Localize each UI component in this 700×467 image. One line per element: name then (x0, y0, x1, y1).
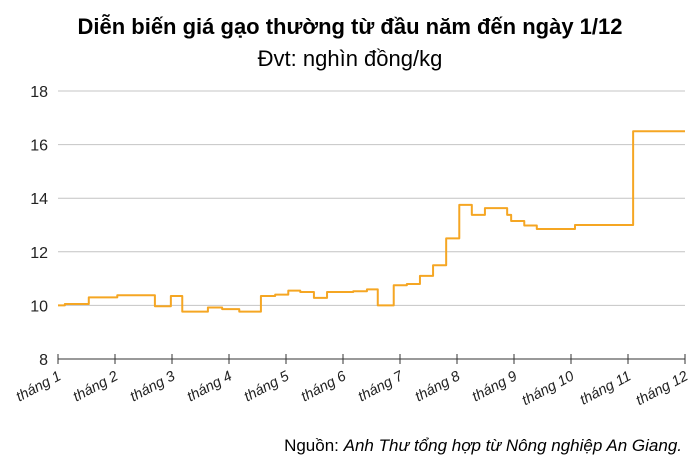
y-tick-label: 16 (30, 138, 48, 155)
y-tick-label: 18 (30, 84, 48, 101)
y-tick-label: 10 (30, 298, 48, 315)
x-tick-label: tháng 1 (14, 368, 64, 405)
x-tick-label: tháng 8 (413, 368, 463, 405)
source-text: Anh Thư tổng hợp từ Nông nghiệp An Giang… (343, 436, 682, 455)
x-tick-label: tháng 7 (356, 368, 407, 405)
x-tick-label: tháng 12 (634, 368, 691, 409)
x-tick-label: tháng 9 (470, 368, 520, 405)
x-tick-label: tháng 11 (577, 368, 633, 408)
y-tick-label: 14 (30, 191, 48, 208)
x-tick-label: tháng 3 (128, 368, 178, 405)
x-tick-label: tháng 5 (242, 368, 293, 405)
chart-title: Diễn biến giá gạo thường từ đầu năm đến … (77, 14, 623, 39)
x-tick-label: tháng 4 (185, 368, 235, 405)
source-note: Nguồn: Anh Thư tổng hợp từ Nông nghiệp A… (284, 436, 682, 456)
price-series-line (58, 130, 685, 313)
y-tick-label: 12 (30, 245, 48, 262)
x-tick-label: tháng 2 (71, 368, 121, 405)
x-tick-label: tháng 6 (299, 368, 350, 405)
x-tick-label: tháng 10 (520, 368, 577, 409)
y-tick-label: 8 (39, 352, 48, 369)
chart-subtitle: Đvt: nghìn đồng/kg (257, 46, 443, 71)
source-label: Nguồn: (284, 436, 339, 455)
